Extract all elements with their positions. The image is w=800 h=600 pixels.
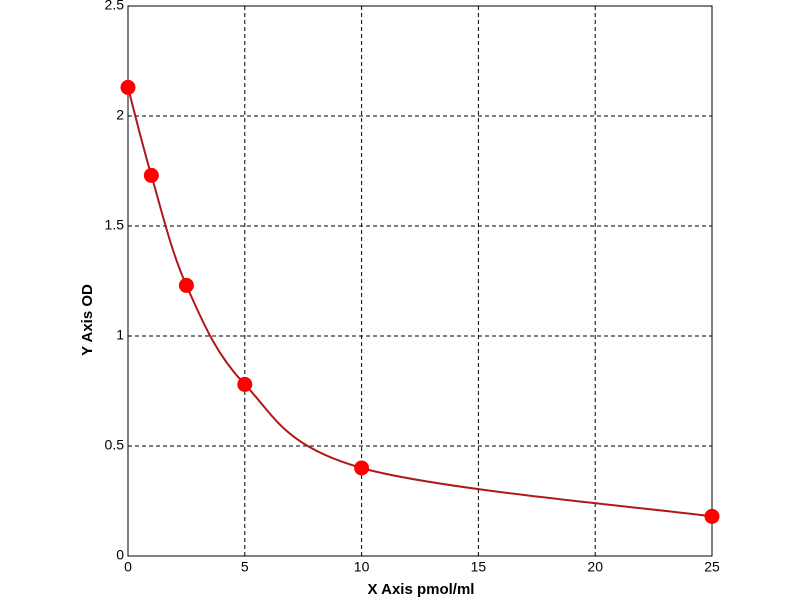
x-axis-title: X Axis pmol/ml (368, 581, 475, 598)
x-tick-label: 25 (704, 559, 720, 575)
y-tick-label: 2 (116, 107, 124, 123)
x-tick-label: 10 (354, 559, 370, 575)
y-axis-title: Y Axis OD (79, 284, 96, 356)
data-point (704, 508, 720, 524)
data-point (120, 79, 136, 95)
x-tick-label: 15 (471, 559, 487, 575)
y-tick-label: 0.5 (105, 437, 125, 453)
data-point (354, 460, 370, 476)
data-point (237, 376, 253, 392)
x-tick-label: 20 (587, 559, 603, 575)
y-tick-label: 2.5 (105, 0, 125, 13)
x-tick-label: 5 (241, 559, 249, 575)
plot-frame (127, 5, 713, 557)
y-tick-label: 1 (116, 327, 124, 343)
x-tick-label: 0 (124, 559, 132, 575)
y-tick-label: 1.5 (105, 217, 125, 233)
y-tick-label: 0 (116, 547, 124, 563)
data-point (178, 277, 194, 293)
data-point (143, 167, 159, 183)
